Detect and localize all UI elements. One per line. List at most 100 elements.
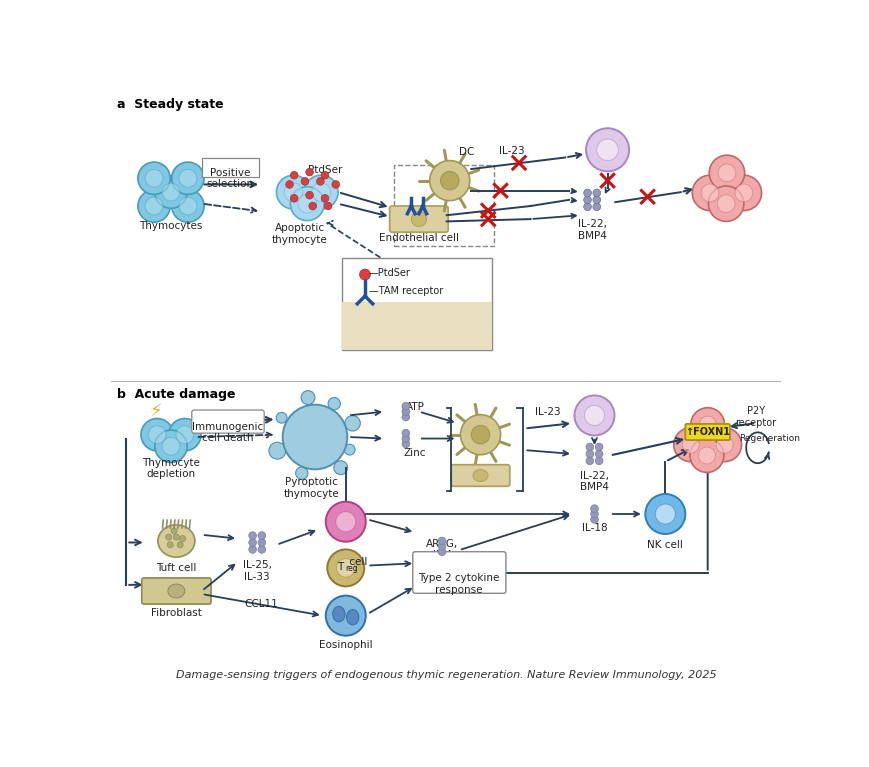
Circle shape	[716, 195, 734, 212]
Circle shape	[276, 175, 310, 209]
Text: RAC1: RAC1	[352, 326, 380, 336]
FancyBboxPatch shape	[202, 158, 258, 176]
Text: miR29c: miR29c	[441, 326, 481, 336]
Circle shape	[401, 413, 409, 421]
Text: a  Steady state: a Steady state	[117, 98, 223, 111]
Circle shape	[304, 175, 338, 209]
Circle shape	[327, 549, 364, 587]
Circle shape	[316, 177, 324, 185]
Text: Pyroptotic
thymocyte: Pyroptotic thymocyte	[283, 477, 339, 499]
Circle shape	[586, 443, 593, 451]
FancyBboxPatch shape	[142, 578, 211, 604]
Circle shape	[336, 558, 355, 577]
Ellipse shape	[157, 525, 195, 557]
Circle shape	[290, 195, 298, 202]
Circle shape	[700, 184, 718, 202]
Circle shape	[440, 171, 459, 189]
Ellipse shape	[332, 607, 345, 622]
Circle shape	[654, 504, 674, 524]
Circle shape	[276, 413, 287, 423]
Circle shape	[593, 189, 600, 197]
Text: Immunogenic
cell death: Immunogenic cell death	[192, 422, 263, 443]
Circle shape	[305, 192, 313, 199]
Circle shape	[269, 443, 286, 459]
Circle shape	[593, 203, 600, 211]
Circle shape	[460, 415, 500, 455]
Circle shape	[593, 196, 600, 204]
Circle shape	[282, 405, 347, 469]
Text: Eosinophil: Eosinophil	[319, 640, 372, 650]
Circle shape	[586, 457, 593, 465]
Circle shape	[173, 534, 179, 540]
Text: DC: DC	[459, 147, 474, 157]
FancyBboxPatch shape	[412, 551, 506, 594]
Circle shape	[594, 450, 602, 458]
Circle shape	[249, 538, 256, 546]
Circle shape	[438, 537, 446, 545]
Circle shape	[137, 189, 170, 222]
Circle shape	[249, 545, 256, 553]
Circle shape	[301, 390, 315, 404]
Text: ILC3: ILC3	[595, 130, 618, 140]
Text: P2Y
receptor: P2Y receptor	[735, 407, 776, 428]
Circle shape	[171, 189, 204, 222]
Circle shape	[179, 535, 185, 542]
Circle shape	[179, 170, 196, 187]
Circle shape	[179, 197, 196, 215]
Text: PtdSer: PtdSer	[308, 165, 342, 175]
Circle shape	[715, 436, 733, 453]
Circle shape	[359, 269, 370, 280]
Circle shape	[297, 194, 316, 213]
Text: Apoptotic
thymocyte: Apoptotic thymocyte	[271, 223, 327, 245]
Circle shape	[583, 203, 591, 211]
Circle shape	[284, 183, 302, 202]
FancyBboxPatch shape	[342, 258, 492, 350]
Circle shape	[707, 186, 743, 222]
FancyBboxPatch shape	[685, 424, 729, 440]
Circle shape	[698, 447, 714, 464]
Circle shape	[583, 196, 591, 204]
Text: IL-18: IL-18	[581, 523, 607, 533]
Text: Fibroblast: Fibroblast	[150, 608, 202, 618]
Circle shape	[290, 186, 324, 221]
Circle shape	[162, 183, 180, 201]
Circle shape	[726, 175, 760, 211]
Circle shape	[169, 419, 201, 451]
Bar	[342, 302, 492, 350]
Circle shape	[583, 189, 591, 197]
Text: Damage-sensing triggers of endogenous thymic regeneration. Nature Review Immunol: Damage-sensing triggers of endogenous th…	[176, 670, 715, 680]
Text: Regeneration: Regeneration	[738, 434, 799, 443]
Circle shape	[708, 155, 744, 191]
Circle shape	[311, 183, 330, 202]
Circle shape	[305, 168, 313, 176]
Circle shape	[176, 426, 194, 443]
Text: —TAM receptor: —TAM receptor	[368, 285, 442, 296]
Circle shape	[344, 444, 355, 455]
Text: ATP: ATP	[405, 403, 424, 413]
Text: TECs: TECs	[694, 458, 720, 468]
Circle shape	[301, 177, 308, 185]
Text: ILC3: ILC3	[582, 397, 605, 407]
Text: IL-23: IL-23	[498, 146, 523, 156]
Circle shape	[325, 596, 365, 636]
Circle shape	[258, 545, 265, 553]
Circle shape	[706, 428, 740, 462]
Text: IL-23: IL-23	[534, 407, 561, 417]
Circle shape	[401, 430, 409, 437]
Circle shape	[689, 439, 723, 472]
Text: Tuft cell: Tuft cell	[156, 563, 196, 573]
Circle shape	[334, 461, 348, 475]
Circle shape	[590, 515, 598, 523]
Text: T: T	[337, 561, 343, 571]
Circle shape	[335, 512, 355, 532]
Circle shape	[155, 430, 187, 463]
Circle shape	[681, 436, 699, 453]
Circle shape	[155, 176, 187, 209]
Circle shape	[574, 396, 614, 436]
Circle shape	[429, 160, 469, 201]
Text: b  Acute damage: b Acute damage	[117, 389, 235, 401]
Circle shape	[717, 164, 735, 182]
Ellipse shape	[346, 610, 358, 625]
Circle shape	[584, 406, 604, 426]
Circle shape	[295, 467, 308, 479]
